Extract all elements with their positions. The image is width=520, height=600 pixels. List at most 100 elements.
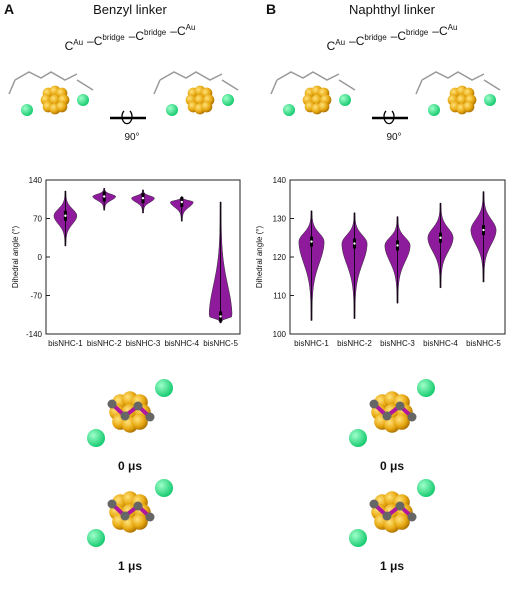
- formula-base: C: [327, 39, 336, 53]
- y-tick-label: -140: [26, 330, 43, 339]
- rotation-symbol: [372, 110, 408, 125]
- formula-sup: bridge: [102, 33, 125, 42]
- formula-separator: –: [87, 34, 94, 48]
- time-label: 1 μs: [380, 559, 404, 573]
- median-dot: [353, 242, 356, 245]
- y-tick-label: 70: [33, 215, 42, 224]
- gold-atom: [194, 94, 206, 106]
- molecule-image: [153, 71, 239, 116]
- formula-separator: –: [349, 34, 356, 48]
- gold-atom: [131, 513, 148, 530]
- ligand-atom: [417, 379, 435, 397]
- formula-base: C: [397, 29, 406, 43]
- ligand-frame: [8, 71, 94, 95]
- molecule-image: [270, 71, 356, 116]
- median-dot: [396, 244, 399, 247]
- ligand-atom: [87, 529, 105, 547]
- y-tick-label: 120: [273, 253, 287, 262]
- formula-base: C: [94, 34, 103, 48]
- linker: [110, 402, 152, 419]
- carbon: [369, 499, 379, 509]
- molecule-image: [8, 71, 94, 116]
- carbon: [395, 401, 405, 411]
- carbon: [133, 401, 143, 411]
- gold-atom: [131, 413, 148, 430]
- ligand-atom: [87, 429, 105, 447]
- ligand-atom: [417, 479, 435, 497]
- cluster-image: [349, 479, 435, 547]
- formula-sup: Au: [186, 23, 196, 32]
- ligand-atom: [77, 94, 89, 106]
- ligand-atom: [349, 529, 367, 547]
- formula: CAu –Cbridge –Cbridge –CAu: [65, 23, 196, 53]
- x-tick-label: bisNHC-5: [203, 339, 238, 348]
- formula-base: C: [65, 39, 74, 53]
- formula-base: C: [356, 34, 365, 48]
- x-tick-label: bisNHC-4: [164, 339, 199, 348]
- carbon: [407, 412, 417, 422]
- cluster-image: [87, 379, 173, 447]
- x-tick-label: bisNHC-2: [87, 339, 122, 348]
- formula-base: C: [439, 24, 448, 38]
- carbon: [107, 399, 117, 409]
- median-dot: [64, 214, 67, 217]
- x-tick-label: bisNHC-3: [380, 339, 415, 348]
- ligand-frame: [153, 71, 239, 95]
- gold-atom: [393, 413, 410, 430]
- rotation-arrow: [383, 110, 395, 125]
- formula-sup: bridge: [406, 28, 429, 37]
- y-tick-label: -70: [30, 292, 42, 301]
- formula-sup: Au: [73, 38, 83, 47]
- formula: CAu –Cbridge –Cbridge –CAu: [327, 23, 458, 53]
- gold-atom: [318, 101, 330, 113]
- panel-label: B: [266, 1, 276, 17]
- x-tick-label: bisNHC-3: [126, 339, 161, 348]
- ligand-atom: [155, 479, 173, 497]
- ligand-frame: [270, 71, 356, 95]
- formula-separator: –: [432, 24, 439, 38]
- carbon: [382, 511, 392, 521]
- carbon: [120, 511, 130, 521]
- ligand-frame: [415, 71, 501, 95]
- rotation-label: 90°: [124, 132, 139, 143]
- median-dot: [219, 315, 222, 318]
- ligand-atom: [428, 104, 440, 116]
- linker: [110, 502, 152, 519]
- gold-atom: [393, 513, 410, 530]
- x-tick-label: bisNHC-4: [423, 339, 458, 348]
- rotation-symbol: [110, 110, 146, 125]
- ligand-atom: [283, 104, 295, 116]
- gold-atom: [201, 101, 213, 113]
- panel-label: A: [4, 1, 14, 17]
- linker: [372, 402, 414, 419]
- y-axis-label: Dihedral angle (°): [255, 225, 264, 288]
- formula-sup: bridge: [144, 28, 167, 37]
- gold-atom: [56, 101, 68, 113]
- ligand-atom: [484, 94, 496, 106]
- rotation-label: 90°: [386, 132, 401, 143]
- ligand-atom: [339, 94, 351, 106]
- gold-atom: [463, 101, 475, 113]
- median-dot: [439, 236, 442, 239]
- formula-base: C: [135, 29, 144, 43]
- ligand-atom: [155, 379, 173, 397]
- y-tick-label: 140: [29, 176, 43, 185]
- ligand-atom: [166, 104, 178, 116]
- panel-title: Benzyl linker: [93, 2, 167, 17]
- formula-separator: –: [129, 29, 136, 43]
- formula-base: C: [177, 24, 186, 38]
- formula-sup: Au: [335, 38, 345, 47]
- ligand-atom: [349, 429, 367, 447]
- x-tick-label: bisNHC-1: [48, 339, 83, 348]
- cluster-image: [349, 379, 435, 447]
- x-tick-label: bisNHC-5: [466, 339, 501, 348]
- median-dot: [141, 196, 145, 200]
- gold-atom: [456, 94, 468, 106]
- median-dot: [103, 195, 106, 198]
- gold-atom: [311, 94, 323, 106]
- rotation-arrow: [121, 110, 133, 125]
- carbon: [145, 512, 155, 522]
- median-dot: [482, 228, 485, 232]
- formula-sup: Au: [448, 23, 458, 32]
- median-dot: [310, 240, 313, 243]
